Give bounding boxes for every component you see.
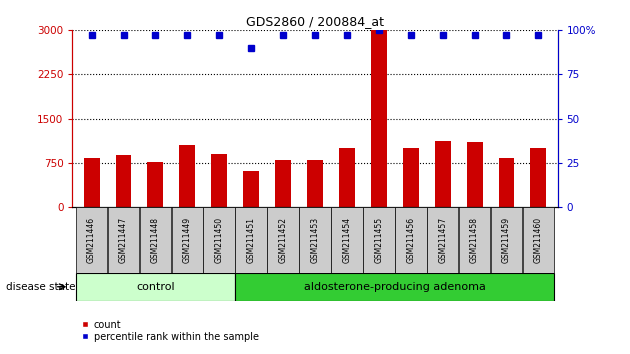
Bar — [171, 207, 203, 273]
Bar — [395, 207, 427, 273]
Bar — [435, 141, 450, 207]
Text: GSM211460: GSM211460 — [534, 217, 543, 263]
Bar — [331, 207, 363, 273]
Bar — [147, 162, 163, 207]
Text: GSM211451: GSM211451 — [247, 217, 256, 263]
Bar — [523, 207, 554, 273]
Text: GSM211449: GSM211449 — [183, 217, 192, 263]
Text: GSM211458: GSM211458 — [470, 217, 479, 263]
Bar — [76, 207, 107, 273]
Bar — [180, 145, 195, 207]
Text: control: control — [136, 282, 175, 292]
Text: GSM211454: GSM211454 — [343, 217, 352, 263]
Bar — [275, 160, 291, 207]
Bar — [236, 273, 554, 301]
Text: GSM211459: GSM211459 — [502, 217, 511, 263]
Bar — [76, 273, 235, 301]
Bar — [459, 207, 490, 273]
Bar — [108, 207, 139, 273]
Bar — [267, 207, 299, 273]
Bar — [403, 148, 419, 207]
Bar — [371, 30, 387, 207]
Bar — [211, 154, 227, 207]
Bar — [236, 207, 267, 273]
Text: GSM211446: GSM211446 — [87, 217, 96, 263]
Bar — [203, 207, 235, 273]
Text: GSM211448: GSM211448 — [151, 217, 160, 263]
Bar — [140, 207, 171, 273]
Bar — [491, 207, 522, 273]
Bar — [530, 148, 546, 207]
Bar — [498, 158, 515, 207]
Bar — [427, 207, 459, 273]
Bar — [84, 158, 100, 207]
Title: GDS2860 / 200884_at: GDS2860 / 200884_at — [246, 15, 384, 28]
Bar — [363, 207, 394, 273]
Bar — [115, 155, 132, 207]
Text: GSM211457: GSM211457 — [438, 217, 447, 263]
Text: aldosterone-producing adenoma: aldosterone-producing adenoma — [304, 282, 486, 292]
Text: disease state: disease state — [6, 282, 76, 292]
Text: GSM211450: GSM211450 — [215, 217, 224, 263]
Bar — [467, 142, 483, 207]
Text: GSM211447: GSM211447 — [119, 217, 128, 263]
Text: GSM211455: GSM211455 — [374, 217, 383, 263]
Bar — [299, 207, 331, 273]
Text: GSM211456: GSM211456 — [406, 217, 415, 263]
Bar — [243, 171, 259, 207]
Legend: count, percentile rank within the sample: count, percentile rank within the sample — [77, 316, 263, 346]
Bar — [339, 148, 355, 207]
Text: GSM211452: GSM211452 — [278, 217, 287, 263]
Text: GSM211453: GSM211453 — [311, 217, 319, 263]
Bar — [307, 160, 323, 207]
